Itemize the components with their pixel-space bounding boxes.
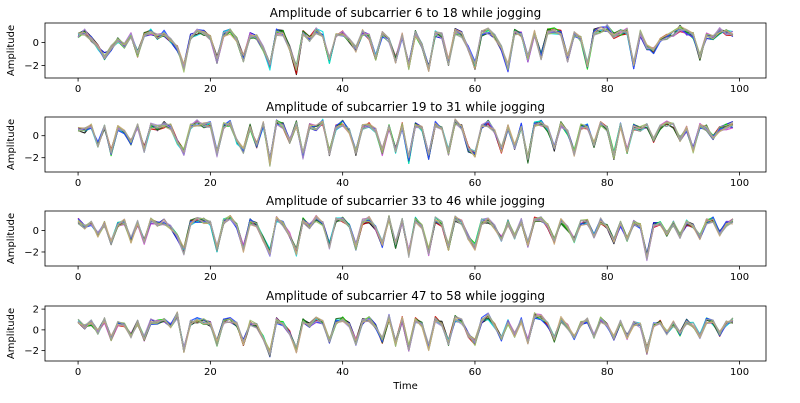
x-tick-label: 80 [601,272,614,283]
y-axis-label: Amplitude [6,213,17,264]
x-tick-label: 80 [601,178,614,189]
axes-frame [44,305,767,362]
y-axis-label: Amplitude [6,25,17,76]
y-tick-label: 0 [33,38,39,49]
subplot-4: Amplitude of subcarrier 47 to 58 while j… [6,289,767,392]
x-tick-label: 100 [730,367,749,378]
x-tick-label: 20 [204,178,217,189]
x-tick-label: 40 [336,367,349,378]
x-tick-label: 60 [469,272,482,283]
x-tick-label: 80 [601,84,614,95]
y-tick-label: −2 [24,61,39,72]
x-tick-label: 40 [336,272,349,283]
y-tick-label: 0 [33,325,39,336]
axes-frame [44,116,767,173]
y-tick-label: −2 [24,346,39,357]
series-line-12 [77,216,734,260]
subplot-3: Amplitude of subcarrier 33 to 46 while j… [6,194,767,283]
series-group [77,23,734,76]
y-tick-label: 2 [33,305,39,316]
axes-frame [44,210,767,267]
subplot-2: Amplitude of subcarrier 19 to 31 while j… [6,100,767,189]
series-line-12 [77,27,734,70]
y-tick-label: 0 [33,226,39,237]
axes-frame [44,22,767,79]
series-line-12 [77,312,734,356]
x-tick-label: 100 [730,272,749,283]
subplot-title: Amplitude of subcarrier 33 to 46 while j… [266,194,545,208]
series-group [77,118,734,167]
x-tick-label: 60 [469,367,482,378]
subplot-title: Amplitude of subcarrier 19 to 31 while j… [266,100,545,114]
x-axis-label: Time [392,381,417,392]
x-tick-label: 0 [75,272,81,283]
x-tick-label: 0 [75,84,81,95]
x-tick-label: 100 [730,178,749,189]
x-tick-label: 20 [204,272,217,283]
subplot-title: Amplitude of subcarrier 6 to 18 while jo… [270,6,541,20]
x-tick-label: 40 [336,178,349,189]
series-group [77,311,734,358]
y-tick-label: 0 [33,131,39,142]
x-tick-label: 0 [75,178,81,189]
x-tick-label: 100 [730,84,749,95]
series-line-12 [77,119,734,161]
x-tick-label: 20 [204,84,217,95]
x-tick-label: 80 [601,367,614,378]
y-tick-label: −2 [24,247,39,258]
series-group [77,214,734,262]
y-axis-label: Amplitude [6,119,17,170]
x-tick-label: 60 [469,84,482,95]
y-tick-label: −2 [24,153,39,164]
x-tick-label: 20 [204,367,217,378]
y-axis-label: Amplitude [6,308,17,359]
x-tick-label: 60 [469,178,482,189]
x-tick-label: 40 [336,84,349,95]
subplot-1: Amplitude of subcarrier 6 to 18 while jo… [6,6,767,95]
x-tick-label: 0 [75,367,81,378]
subplot-title: Amplitude of subcarrier 47 to 58 while j… [266,289,545,303]
